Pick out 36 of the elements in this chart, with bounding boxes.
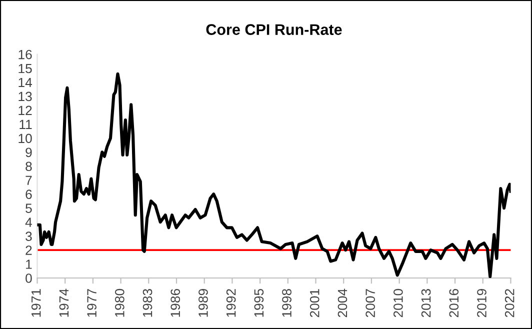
y-tick-label: 0 <box>26 274 32 283</box>
chart-title: Core CPI Run-Rate <box>206 24 342 35</box>
x-tick-label: 2013 <box>421 289 431 318</box>
x-tick-label: 1980 <box>114 288 124 317</box>
x-tick-label: 2001 <box>310 289 320 318</box>
y-tick-label: 2 <box>26 246 32 255</box>
y-tick-label: 8 <box>26 162 32 172</box>
y-tick-label: 14 <box>18 78 32 88</box>
y-tick-label: 9 <box>26 148 32 158</box>
x-tick-label: 2019 <box>477 289 486 318</box>
y-tick-label: 1 <box>26 260 32 269</box>
y-tick-label: 3 <box>26 232 32 241</box>
y-tick-label: 15 <box>18 64 32 74</box>
y-tick-label: 7 <box>26 176 32 185</box>
x-tick-label: 1989 <box>198 289 208 317</box>
x-tick-label: 1974 <box>59 288 69 317</box>
y-tick-label: 10 <box>18 134 32 144</box>
x-tick-label: 2016 <box>449 289 459 318</box>
x-tick-label: 1992 <box>226 289 236 317</box>
y-tick-label: 5 <box>26 204 32 214</box>
x-tick-label: 1986 <box>170 289 180 317</box>
x-tick-label: 2010 <box>394 288 403 318</box>
x-tick-label: 1977 <box>87 289 96 317</box>
x-tick-label: 2007 <box>366 289 376 318</box>
y-tick-label: 13 <box>18 92 32 102</box>
x-tick-label: 1995 <box>254 288 264 317</box>
x-tick-label: 1971 <box>31 289 41 317</box>
y-tick-label: 11 <box>20 120 32 129</box>
x-tick-label: 1983 <box>142 289 152 317</box>
y-tick-label: 4 <box>25 218 32 227</box>
y-tick-label: 16 <box>18 50 32 60</box>
x-tick-label: 1998 <box>282 288 292 317</box>
y-tick-label: 12 <box>18 106 32 115</box>
y-tick-label: 6 <box>26 190 32 200</box>
x-tick-label: 2022 <box>504 289 514 318</box>
x-tick-label: 2004 <box>338 288 348 318</box>
